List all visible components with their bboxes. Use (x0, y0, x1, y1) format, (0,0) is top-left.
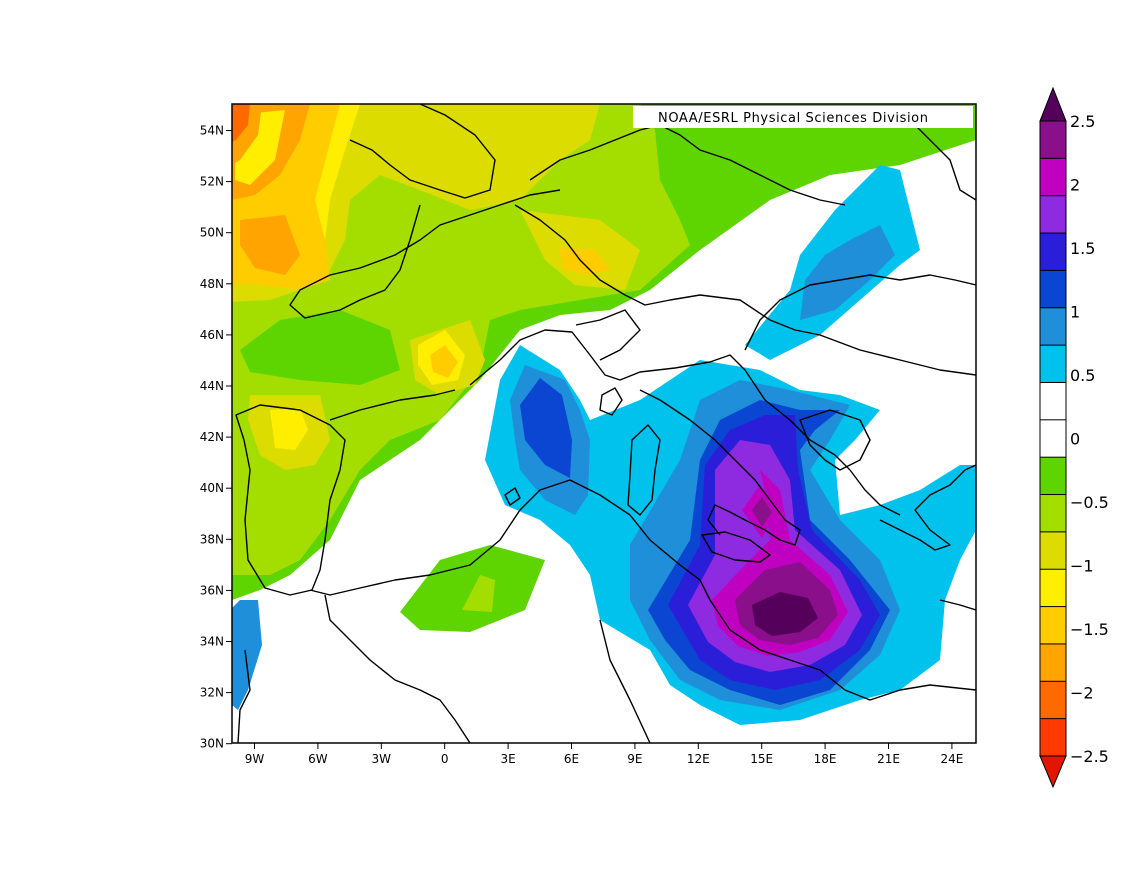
lon-label: 9W (245, 752, 265, 766)
plot-frame (231, 103, 977, 744)
lon-label: 24E (940, 752, 963, 766)
latitude-axis: 54N 52N 50N 48N 46N 44N 42N 40N 38N 36N 34N 32N 30N (200, 124, 232, 751)
lon-label: 18E (814, 752, 837, 766)
lon-label: 21E (877, 752, 900, 766)
lon-label: 6W (308, 752, 328, 766)
longitude-axis: 9W 6W 3W 0 3E 6E 9E 12E 15E 18E 21E 24E (245, 743, 963, 766)
colorbar-label: −0.5 (1070, 493, 1109, 512)
colorbar-segment (1039, 120, 1067, 160)
colorbar-segment (1039, 718, 1067, 757)
colorbar-label: 1 (1070, 303, 1080, 322)
colorbar-label: 0.5 (1070, 366, 1095, 385)
colorbar-segment (1039, 456, 1067, 496)
colorbar-segment (1039, 419, 1067, 459)
colorbar-label: −1.5 (1070, 620, 1109, 639)
colorbar-label: 0 (1070, 430, 1080, 449)
colorbar-bottom-arrow (1039, 755, 1067, 789)
lon-label: 3E (500, 752, 515, 766)
credit-box (633, 106, 973, 128)
lat-label: 40N (200, 481, 224, 495)
colorbar-segment (1039, 494, 1067, 533)
lat-label: 46N (200, 328, 224, 342)
colorbar-segment (1039, 269, 1067, 309)
positive-anomaly-fill (232, 165, 976, 725)
colorbar-segment (1039, 381, 1067, 421)
lat-label: 44N (200, 379, 224, 393)
lat-label: 48N (200, 277, 224, 291)
colorbar-label: −2 (1070, 684, 1094, 703)
lat-label: 50N (200, 226, 224, 240)
lat-label: 38N (200, 532, 224, 546)
lon-label: 12E (687, 752, 710, 766)
colorbar-segment (1039, 344, 1067, 384)
colorbar-segment (1039, 531, 1067, 571)
lat-label: 34N (200, 635, 224, 649)
colorbar-label: 2 (1070, 176, 1080, 195)
lat-label: 42N (200, 430, 224, 444)
lon-label: 0 (441, 752, 449, 766)
lat-label: 52N (200, 175, 224, 189)
negative-anomaly-fill (232, 104, 976, 632)
colorbar-segment (1039, 307, 1067, 347)
lon-label: 3W (372, 752, 392, 766)
colorbar-label: 1.5 (1070, 239, 1095, 258)
colorbar-label: −2.5 (1070, 747, 1109, 766)
lon-label: 9E (627, 752, 642, 766)
colorbar-label: 2.5 (1070, 112, 1095, 131)
lat-label: 32N (200, 686, 224, 700)
colorbar-segment (1039, 232, 1067, 272)
colorbar-segment (1039, 568, 1067, 608)
lat-label: 36N (200, 583, 224, 597)
colorbar: 2.5 2 1.5 1 0.5 0 −0.5 −1 −1.5 −2 −2.5 (1039, 86, 1109, 789)
colorbar-segment (1039, 195, 1067, 235)
lon-label: 6E (564, 752, 579, 766)
credit-text: NOAA/ESRL Physical Sciences Division (658, 111, 929, 126)
coastlines (235, 104, 976, 743)
lat-label: 54N (200, 124, 224, 138)
plot-area: NOAA/ESRL Physical Sciences Division (232, 104, 976, 743)
colorbar-segment (1039, 680, 1067, 720)
colorbar-segment (1039, 643, 1067, 683)
lat-label: 30N (200, 737, 224, 751)
colorbar-segment (1039, 157, 1067, 197)
colorbar-label: −1 (1070, 557, 1094, 576)
colorbar-top-arrow (1039, 86, 1067, 122)
lon-label: 15E (750, 752, 773, 766)
colorbar-segment (1039, 606, 1067, 645)
